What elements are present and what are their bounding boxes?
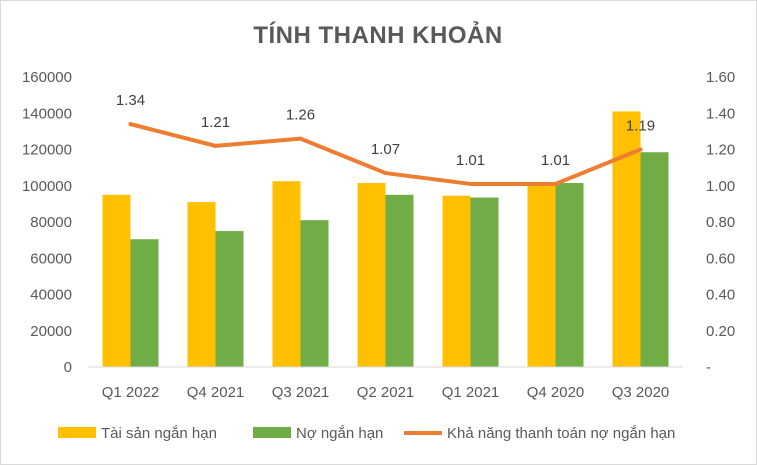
- bar-tai-san-ngan-han: [442, 195, 471, 367]
- line-point: [553, 181, 558, 186]
- line-data-label: 1.26: [286, 107, 315, 124]
- right-axis-tick-label: 0.20: [706, 323, 735, 340]
- right-axis-tick-label: 1.60: [706, 69, 735, 86]
- bar-no-ngan-han: [470, 197, 499, 367]
- bar-no-ngan-han: [640, 152, 669, 367]
- bar-no-ngan-han: [385, 194, 414, 367]
- bar-tai-san-ngan-han: [272, 181, 301, 367]
- left-axis-tick-label: 80000: [30, 214, 72, 231]
- line-point: [213, 143, 218, 148]
- line-data-labels: 1.34 1.21 1.26 1.07 1.01 1.01 1.19: [116, 92, 655, 169]
- left-axis-tick-label: 100000: [22, 178, 72, 195]
- right-axis-tick-label: 1.00: [706, 178, 735, 195]
- left-axis-tick-label: 40000: [30, 287, 72, 304]
- line-point: [298, 136, 303, 141]
- right-axis-tick-label: 0.80: [706, 214, 735, 231]
- bar-tai-san-ngan-han: [527, 183, 556, 367]
- bar-no-ngan-han: [215, 231, 244, 367]
- line-data-label: 1.01: [541, 152, 570, 169]
- x-axis: Q1 2022 Q4 2021 Q3 2021 Q2 2021 Q1 2021 Q4 20…: [102, 384, 670, 401]
- bar-no-ngan-han: [555, 183, 584, 367]
- line-data-label: 1.19: [626, 118, 655, 135]
- right-axis: - 0.20 0.40 0.60 0.80 1.00 1.20 1.40 1.60: [706, 69, 735, 376]
- chart-legend: Tài sản ngắn hạn Nợ ngắn hạn Khả năng than…: [58, 425, 675, 442]
- left-axis: 0 20000 40000 60000 80000 100000 120000 140000 1…: [22, 69, 72, 376]
- bar-no-ngan-han: [130, 239, 159, 367]
- left-axis-tick-label: 20000: [30, 323, 72, 340]
- line-point: [468, 181, 473, 186]
- x-axis-tick-label: Q1 2022: [102, 384, 160, 401]
- bar-series: [102, 111, 669, 367]
- x-axis-tick-label: Q4 2020: [527, 384, 585, 401]
- left-axis-tick-label: 120000: [22, 142, 72, 159]
- right-axis-tick-label: 0.40: [706, 287, 735, 304]
- right-axis-tick-label: 0.60: [706, 250, 735, 267]
- line-point: [128, 122, 133, 127]
- bar-tai-san-ngan-han: [187, 202, 216, 367]
- x-axis-tick-label: Q4 2021: [187, 384, 245, 401]
- line-data-label: 1.21: [201, 114, 230, 131]
- x-axis-tick-label: Q3 2021: [272, 384, 330, 401]
- bar-tai-san-ngan-han: [102, 194, 131, 367]
- line-data-label: 1.34: [116, 92, 145, 109]
- line-series: [128, 122, 643, 186]
- legend-swatch: [253, 427, 291, 438]
- line-point: [383, 171, 388, 176]
- left-axis-tick-label: 140000: [22, 105, 72, 122]
- x-axis-tick-label: Q1 2021: [442, 384, 500, 401]
- line-point: [638, 147, 643, 152]
- line-data-label: 1.01: [456, 152, 485, 169]
- right-axis-tick-label: -: [706, 359, 711, 376]
- legend-label: Khả năng thanh toán nợ ngắn hạn: [447, 425, 675, 442]
- right-axis-tick-label: 1.40: [706, 105, 735, 122]
- x-axis-tick-label: Q2 2021: [357, 384, 415, 401]
- left-axis-tick-label: 60000: [30, 250, 72, 267]
- left-axis-tick-label: 160000: [22, 69, 72, 86]
- legend-swatch: [58, 427, 96, 438]
- legend-label: Nợ ngắn hạn: [296, 425, 383, 442]
- line-data-label: 1.07: [371, 141, 400, 158]
- legend-label: Tài sản ngắn hạn: [101, 425, 217, 442]
- bar-tai-san-ngan-han: [357, 183, 386, 367]
- bar-no-ngan-han: [300, 220, 329, 367]
- left-axis-tick-label: 0: [64, 359, 72, 376]
- right-axis-tick-label: 1.20: [706, 142, 735, 159]
- x-axis-tick-label: Q3 2020: [612, 384, 670, 401]
- chart-title: TÍNH THANH KHOẢN: [253, 20, 502, 49]
